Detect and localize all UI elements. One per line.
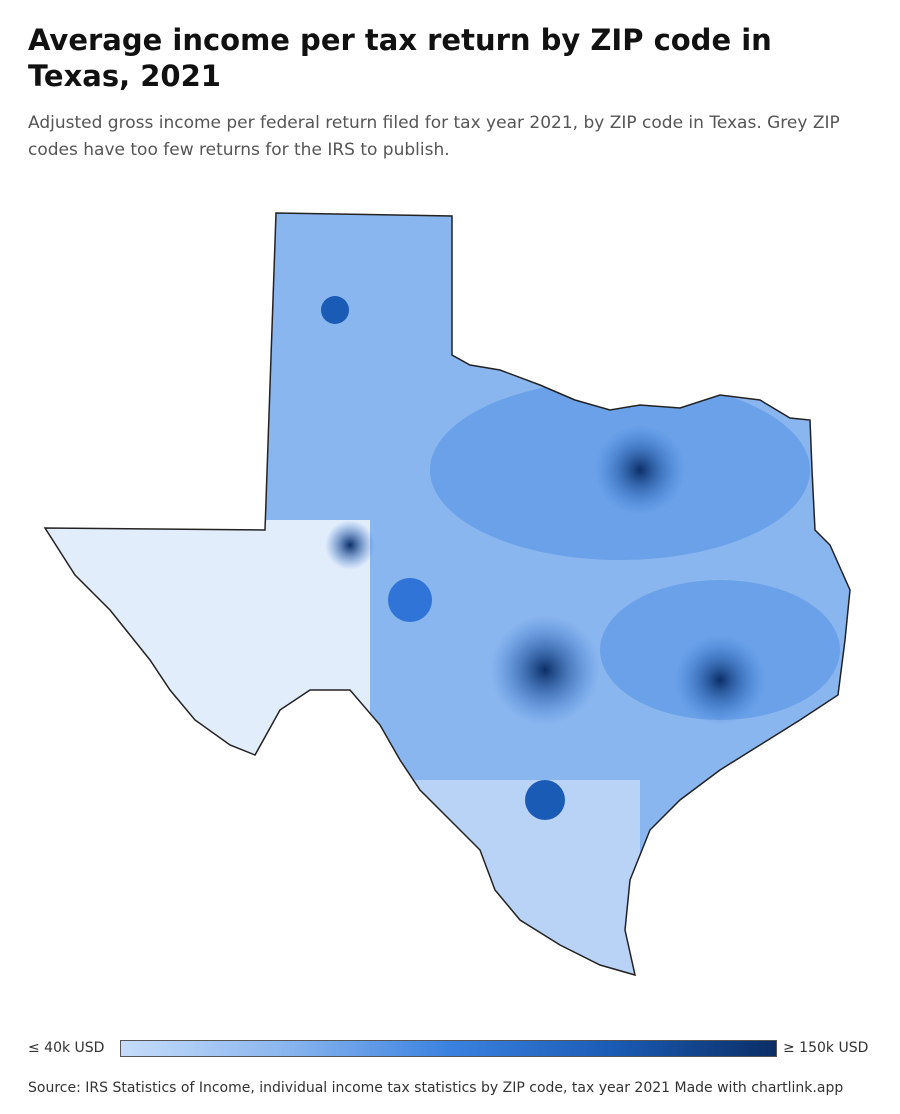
legend-gradient bbox=[120, 1040, 777, 1057]
texas-map bbox=[44, 212, 851, 976]
zip-areas bbox=[45, 213, 850, 975]
subtitle: Adjusted gross income per federal return… bbox=[28, 113, 840, 160]
source: Source: IRS Statistics of Income, indivi… bbox=[28, 1080, 844, 1096]
legend-min: ≤ 40k USD bbox=[28, 1040, 105, 1056]
title: Average income per tax return by ZIP cod… bbox=[28, 23, 772, 93]
legend-max: ≥ 150k USD bbox=[783, 1040, 869, 1056]
